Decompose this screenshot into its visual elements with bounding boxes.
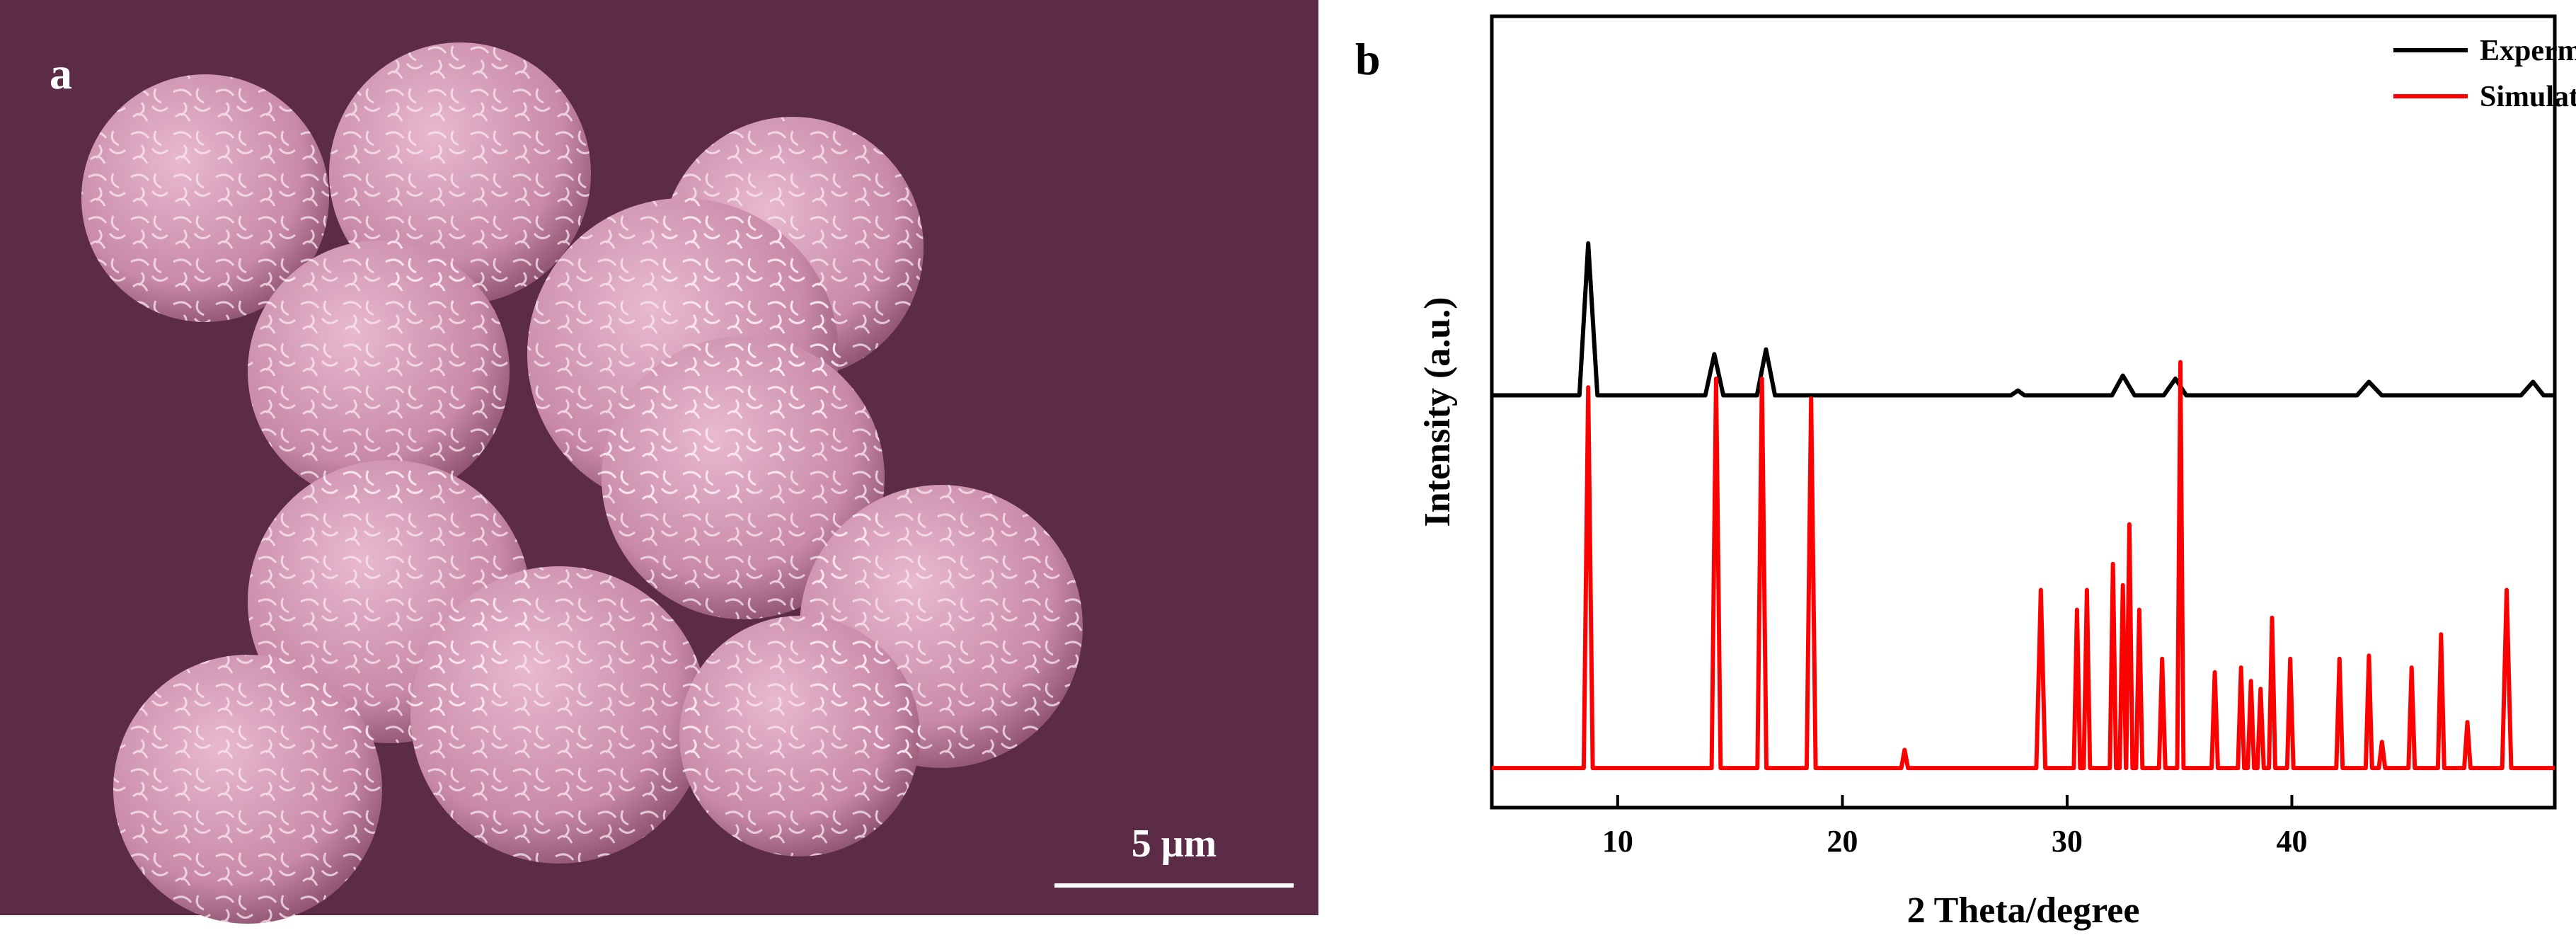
scale-bar-label: 5 μm bbox=[1132, 822, 1217, 866]
x-tick-label: 40 bbox=[2276, 824, 2307, 859]
x-axis-label: 2 Theta/degree bbox=[1907, 890, 2140, 931]
sem-image: a 5 μm bbox=[0, 0, 1318, 924]
x-tick-label: 30 bbox=[2052, 824, 2083, 859]
plot-frame bbox=[1490, 14, 2557, 810]
flake-texture bbox=[81, 42, 1083, 924]
legend-label: Expermental bbox=[2480, 35, 2576, 67]
x-tick-label: 10 bbox=[1602, 824, 1633, 859]
series-line bbox=[1492, 241, 2555, 398]
x-tick-label: 20 bbox=[1827, 824, 1858, 859]
series-line bbox=[1492, 360, 2555, 771]
panel-label: a bbox=[50, 48, 72, 98]
panel-label: b bbox=[1355, 34, 1381, 84]
legend-label: Simulated bbox=[2480, 81, 2576, 113]
y-axis-label: Intensity (a.u.) bbox=[1418, 297, 1458, 527]
